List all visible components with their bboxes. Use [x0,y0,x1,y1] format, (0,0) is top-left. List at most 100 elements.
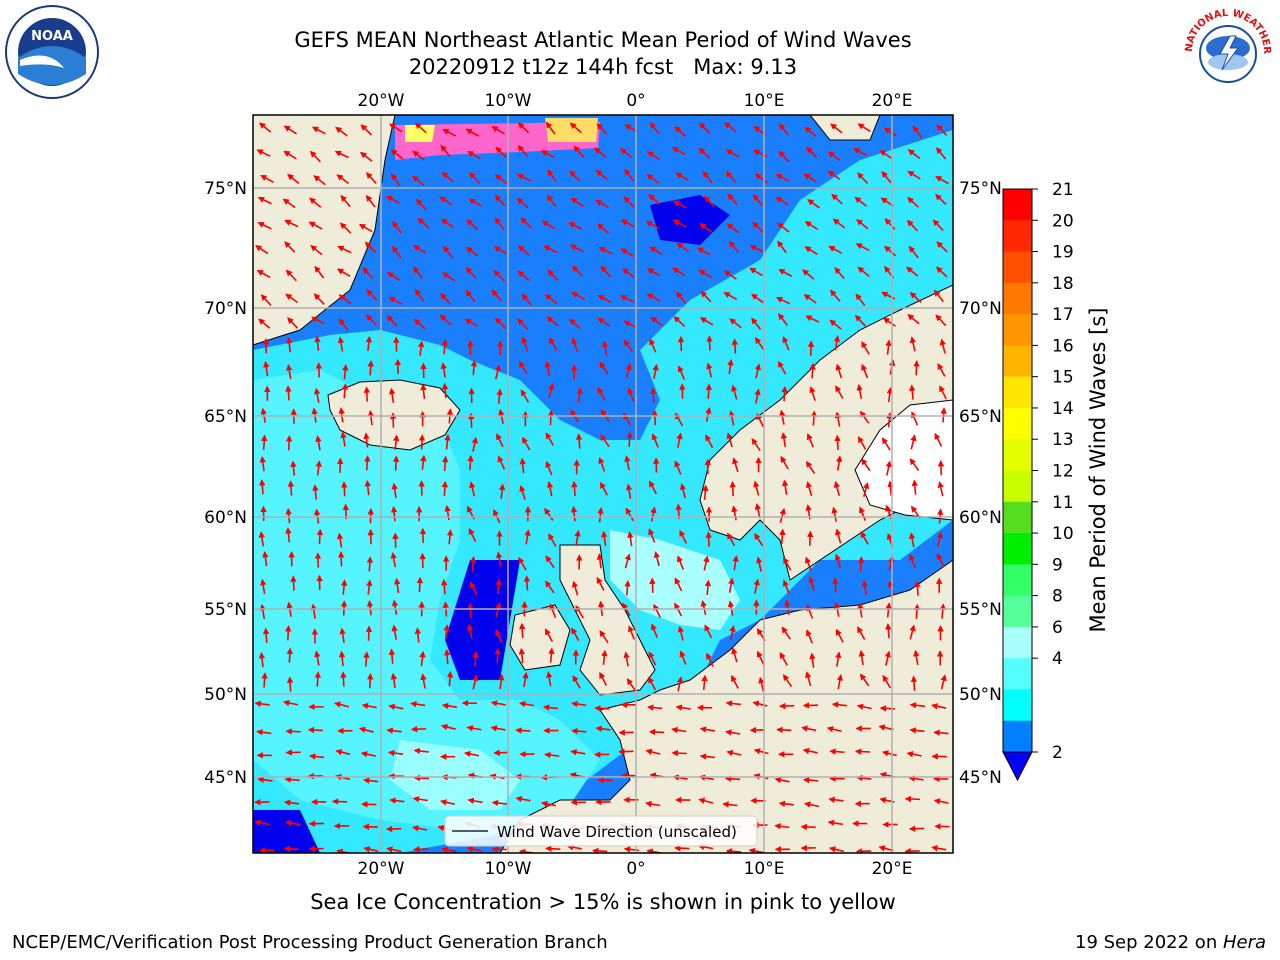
wave-direction-arrow [283,150,297,160]
wave-direction-arrow [282,198,296,209]
wave-direction-arrow [363,386,371,402]
map-frame [252,114,954,854]
wave-direction-arrow [775,196,789,206]
wave-direction-arrow [358,223,373,233]
wave-direction-arrow [937,481,944,497]
wave-direction-arrow [673,316,686,328]
lat-tick-left: 75°N [204,179,247,199]
wave-direction-arrow [385,195,400,204]
wave-direction-arrow [909,702,925,709]
wave-direction-arrow [652,363,659,380]
lat-tick-left: 55°N [204,600,247,620]
colorbar-tick-label: 15 [1052,368,1074,388]
wave-direction-arrow [420,362,427,378]
wave-direction-arrow [854,314,866,327]
wave-direction-arrow [413,747,429,755]
wave-direction-arrow [523,575,531,591]
wave-direction-arrow [779,528,786,544]
wave-direction-arrow [698,269,713,279]
wave-direction-arrow [782,479,789,495]
lon-tick-bottom: 10°E [744,859,785,879]
map-legend: Wind Wave Direction (unscaled) [444,815,758,847]
colorbar-segment [1003,626,1032,659]
wave-direction-arrow [731,384,738,400]
wave-direction-arrow [440,144,451,158]
colorbar-tick-label: 4 [1052,649,1063,669]
wave-direction-arrow [314,650,321,666]
wave-direction-arrow [337,245,352,254]
wave-direction-arrow [257,222,272,230]
wave-direction-arrow [627,531,634,547]
wave-direction-arrow [751,438,761,452]
wave-direction-arrow [784,599,791,615]
wave-direction-arrow [515,795,531,803]
wave-direction-arrow [754,337,765,351]
wave-direction-arrow [599,361,609,375]
wave-direction-arrow [671,267,686,277]
colorbar-extend-arrow [1002,751,1033,782]
wave-direction-arrow [549,603,557,618]
wave-direction-arrow [836,673,844,690]
wave-direction-arrow [570,197,584,208]
wave-direction-arrow [674,844,690,852]
wave-direction-arrow [466,219,478,231]
wave-direction-arrow [569,122,582,134]
wave-direction-arrow [283,845,299,853]
wave-direction-arrow [699,317,714,326]
wave-direction-arrow [363,432,370,448]
wave-direction-arrow [861,363,869,379]
wave-direction-arrow [729,480,736,497]
wave-direction-arrow [596,553,604,569]
wave-direction-arrow [834,267,845,280]
wave-direction-arrow [914,580,921,596]
wave-direction-arrow [389,123,403,133]
wave-direction-arrow [806,604,814,619]
wave-direction-arrow [443,624,450,640]
wave-direction-arrow [882,317,896,327]
wave-direction-arrow [285,728,301,735]
wave-direction-arrow [878,845,894,852]
wave-direction-arrow [939,338,946,354]
wave-direction-arrow [931,845,947,852]
wave-direction-arrow [471,436,478,452]
wave-direction-arrow [676,242,690,253]
wave-direction-arrow [854,748,871,755]
wave-direction-arrow [622,268,635,279]
wave-direction-arrow [827,170,841,181]
wave-direction-arrow [335,749,351,756]
wave-direction-arrow [542,704,559,711]
wave-direction-arrow [439,799,456,806]
colorbar-tick-label: 12 [1052,462,1074,482]
wave-direction-arrow [285,269,297,282]
wave-direction-arrow [309,150,322,163]
colorbar-segment [1003,282,1032,315]
wave-direction-arrow [939,385,947,400]
wave-direction-arrow [863,482,870,498]
wave-direction-arrow [935,193,947,206]
wave-direction-arrow [360,124,373,136]
wave-direction-arrow [698,797,714,804]
wave-direction-arrow [546,481,554,497]
wave-direction-arrow [363,651,370,667]
wave-direction-arrow [885,460,892,476]
lat-tick-right: 55°N [959,600,1002,620]
wave-direction-arrow [282,699,299,707]
wave-direction-arrow [935,176,949,185]
wave-direction-arrow [699,726,715,733]
wave-direction-arrow [624,168,634,182]
wave-direction-arrow [284,241,296,253]
wave-direction-arrow [625,483,633,499]
wave-direction-arrow [366,556,374,572]
colorbar-tick-label: 20 [1052,211,1074,231]
wave-direction-arrow [834,411,842,427]
wave-direction-arrow [628,625,635,640]
wave-direction-arrow [935,266,948,278]
wave-direction-arrow [885,623,892,639]
wave-direction-arrow [465,128,480,137]
wave-direction-arrow [388,296,403,305]
colorbar-segment [1003,251,1032,284]
wave-direction-arrow [516,173,531,182]
wave-direction-arrow [364,479,371,496]
wave-direction-arrow [778,123,789,136]
wave-direction-arrow [573,145,585,158]
